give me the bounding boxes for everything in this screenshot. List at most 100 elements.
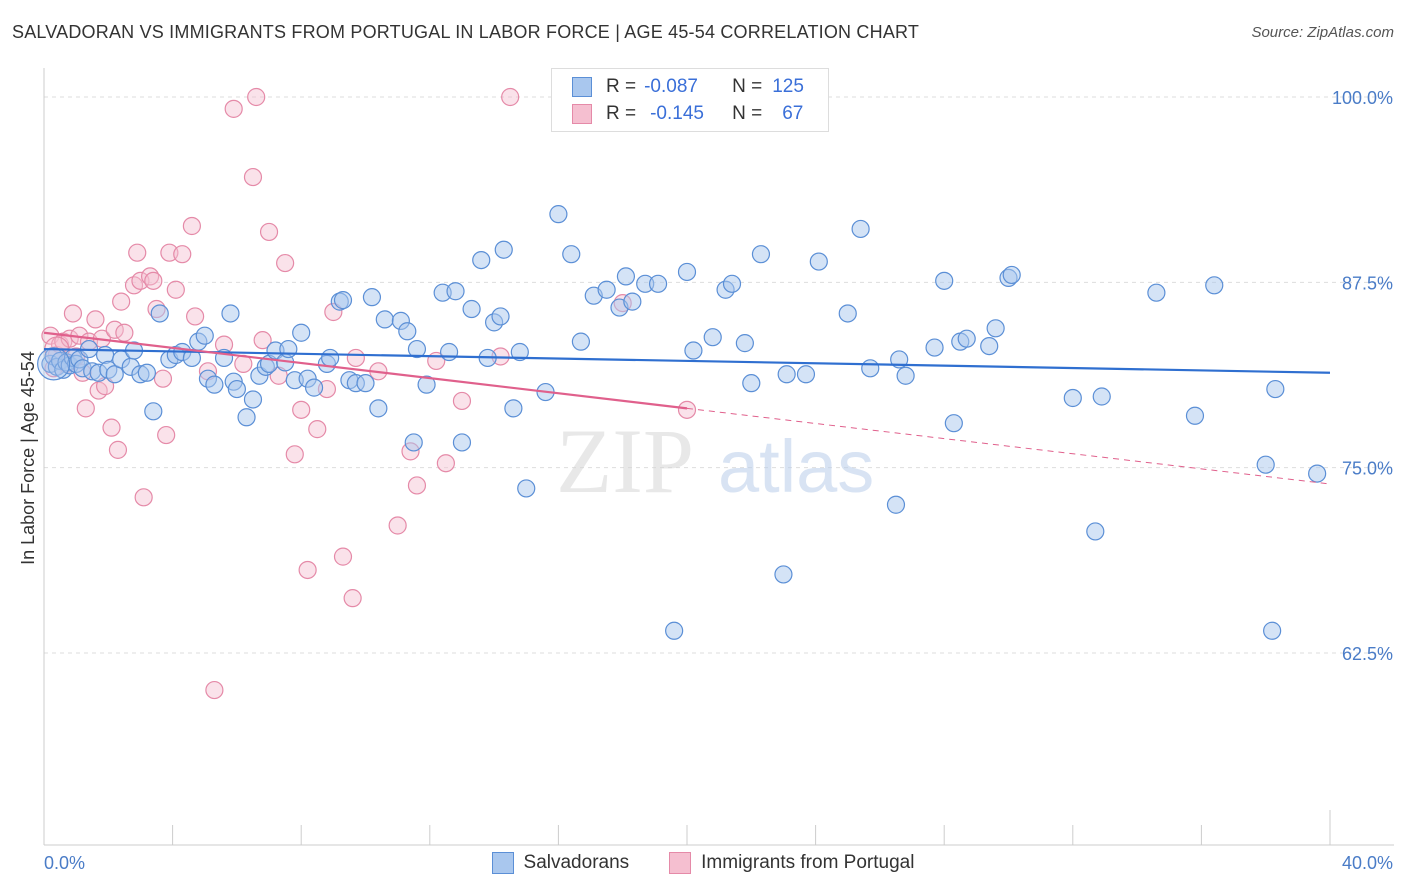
- y-axis-label: In Labor Force | Age 45-54: [18, 351, 38, 565]
- salvadoran-point: [137, 363, 156, 382]
- portugal-point: [186, 307, 205, 326]
- portugal-point: [173, 245, 192, 264]
- salvadoran-point: [237, 408, 256, 427]
- x-tick-label-max: 40.0%: [1342, 853, 1393, 873]
- salvadoran-point: [925, 338, 944, 357]
- y-tick-label: 87.5%: [1342, 273, 1393, 293]
- salvadoran-point: [356, 374, 375, 393]
- salvadoran-point: [735, 334, 754, 353]
- salvadoran-point: [684, 341, 703, 360]
- portugal-point: [182, 216, 201, 236]
- legend-label-salvadorans: Salvadorans: [523, 852, 630, 873]
- watermark-atlas: atlas: [718, 425, 874, 508]
- legend-r-value: -0.087: [644, 76, 698, 97]
- portugal-point: [346, 348, 365, 368]
- salvadoran-point: [279, 339, 298, 359]
- salvadoran-point: [571, 332, 591, 351]
- salvadoran-point: [205, 375, 224, 394]
- series-portugal-points: [41, 87, 697, 700]
- portugal-point: [407, 476, 427, 495]
- portugal-point: [343, 589, 362, 608]
- salvadoran-point: [986, 319, 1005, 338]
- salvadoran-point: [623, 292, 642, 311]
- salvadoran-point: [398, 322, 417, 341]
- legend-swatch-blue: [491, 852, 514, 874]
- salvadoran-point: [494, 240, 513, 259]
- salvadoran-point: [221, 304, 240, 323]
- portugal-point: [292, 400, 311, 419]
- salvadoran-point: [150, 304, 169, 323]
- salvadoran-point: [321, 348, 340, 368]
- portugal-point: [276, 253, 295, 273]
- legend-item-salvadorans[interactable]: Salvadorans: [491, 852, 630, 874]
- salvadoran-point: [703, 328, 722, 347]
- portugal-point: [102, 418, 121, 437]
- tick-labels: 62.5% 75.0% 87.5% 100.0% 0.0% 40.0%: [44, 88, 1393, 873]
- salvadoran-point: [851, 219, 870, 239]
- trend-lines: [43, 331, 1331, 485]
- watermark-zip: ZIP: [556, 410, 694, 512]
- salvadoran-point: [1086, 522, 1105, 541]
- salvadoran-point: [407, 339, 427, 359]
- legend-n-value: 125: [772, 76, 804, 97]
- portugal-point: [388, 516, 407, 535]
- salvadoran-point: [472, 250, 491, 270]
- salvadoran-point: [562, 245, 581, 264]
- salvadoran-point: [796, 365, 816, 384]
- legend-item-portugal[interactable]: Immigrants from Portugal: [669, 852, 914, 874]
- portugal-point: [166, 280, 185, 299]
- legend-row-salvadorans: R = -0.087 N = 125: [572, 75, 804, 99]
- salvadoran-point: [1185, 406, 1205, 425]
- portugal-point: [128, 243, 147, 262]
- correlation-legend: R = -0.087 N = 125 R = -0.145 N = 67: [551, 68, 829, 132]
- portugal-point: [253, 331, 272, 350]
- portugal-point: [308, 420, 327, 439]
- salvadoran-point: [292, 323, 311, 342]
- salvadoran-point: [446, 282, 465, 301]
- series-salvadorans-points: [37, 205, 1327, 640]
- salvadoran-point: [333, 291, 353, 310]
- legend-r-value: -0.145: [650, 103, 704, 124]
- portugal-point: [86, 310, 105, 329]
- salvadoran-point: [935, 271, 954, 290]
- salvadoran-point: [648, 274, 668, 293]
- salvadoran-point: [774, 565, 793, 584]
- salvadoran-point: [375, 310, 394, 329]
- salvadoran-point: [665, 621, 684, 640]
- salvadoran-point: [1266, 379, 1285, 399]
- salvadoran-point: [1063, 388, 1082, 408]
- salvadoran-point: [491, 307, 510, 326]
- portugal-point: [153, 369, 173, 388]
- salvadoran-point: [980, 336, 999, 356]
- salvadoran-point: [510, 342, 529, 362]
- salvadoran-point: [957, 329, 976, 348]
- portugal-point: [157, 425, 176, 445]
- portugal-point: [115, 323, 134, 342]
- portugal-point: [144, 271, 163, 290]
- salvadoran-point: [1308, 464, 1327, 483]
- portugal-point: [333, 547, 353, 566]
- salvadoran-point: [861, 359, 880, 378]
- y-tick-label: 100.0%: [1332, 88, 1393, 108]
- salvadoran-point: [404, 433, 423, 452]
- legend-r-label: R =: [606, 76, 637, 97]
- series-legend: Salvadorans Immigrants from Portugal: [0, 852, 1406, 874]
- portugal-point: [224, 99, 243, 118]
- salvadoran-point: [751, 245, 771, 264]
- salvadoran-point: [944, 414, 963, 433]
- portugal-point: [247, 87, 266, 107]
- portugal-trend-line: [43, 331, 688, 410]
- salvadoran-point: [1092, 387, 1111, 406]
- salvadoran-point: [597, 280, 616, 299]
- watermark: ZIP atlas: [556, 410, 874, 512]
- portugal-point: [452, 391, 472, 411]
- salvadorans-trend-line: [43, 347, 1331, 374]
- salvadoran-point: [616, 267, 636, 286]
- salvadoran-point: [517, 479, 536, 498]
- salvadoran-point: [1002, 265, 1021, 285]
- salvadoran-point: [1263, 621, 1282, 640]
- portugal-point: [134, 488, 153, 507]
- portugal-point: [205, 680, 224, 700]
- salvadoran-point: [838, 304, 857, 323]
